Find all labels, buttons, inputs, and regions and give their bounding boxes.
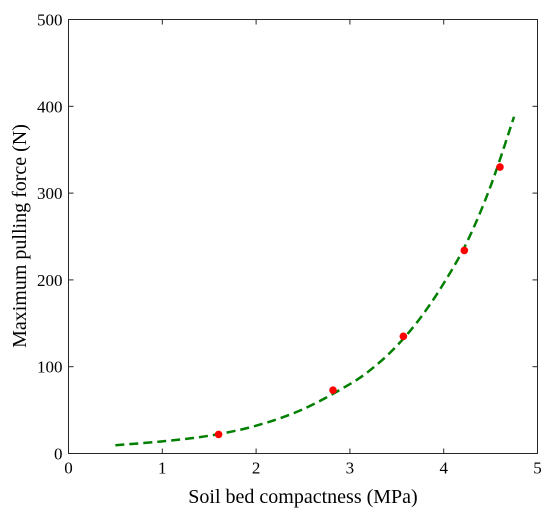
y-tick-label: 0 bbox=[54, 445, 63, 464]
y-tick-label: 200 bbox=[37, 271, 63, 290]
x-axis-label: Soil bed compactness (MPa) bbox=[188, 486, 417, 508]
x-tick-label: 1 bbox=[158, 459, 167, 478]
data-point bbox=[329, 386, 337, 394]
y-tick-label: 100 bbox=[37, 358, 63, 377]
y-axis-ticks: 0 100 200 300 400 500 bbox=[37, 11, 538, 464]
x-tick-label: 0 bbox=[64, 459, 73, 478]
series-layer bbox=[115, 116, 516, 447]
y-tick-label: 400 bbox=[37, 97, 63, 116]
plot-frame bbox=[68, 19, 538, 454]
x-axis-ticks: 0 1 2 3 4 5 bbox=[64, 19, 542, 478]
fit-curve bbox=[115, 116, 516, 447]
x-tick-label: 5 bbox=[533, 459, 542, 478]
data-point bbox=[496, 163, 504, 171]
y-axis-label: Maximum pulling force (N) bbox=[9, 124, 31, 348]
y-tick-label: 300 bbox=[37, 184, 63, 203]
x-tick-label: 3 bbox=[346, 459, 355, 478]
x-tick-label: 4 bbox=[439, 459, 448, 478]
x-tick-label: 2 bbox=[252, 459, 261, 478]
data-point bbox=[399, 332, 408, 341]
y-tick-label: 500 bbox=[37, 11, 63, 30]
data-point bbox=[214, 430, 223, 439]
data-point bbox=[460, 246, 469, 255]
